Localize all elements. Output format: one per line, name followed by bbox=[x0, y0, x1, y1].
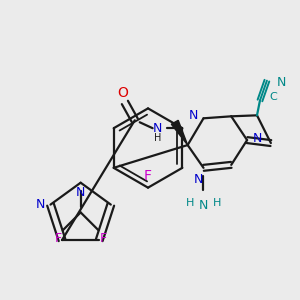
Text: N: N bbox=[194, 173, 203, 186]
Text: F: F bbox=[100, 232, 107, 245]
Text: H: H bbox=[213, 197, 222, 208]
Text: N: N bbox=[252, 132, 262, 145]
Text: H: H bbox=[154, 133, 161, 143]
Text: H: H bbox=[185, 197, 194, 208]
Text: F: F bbox=[54, 232, 61, 245]
Text: F: F bbox=[144, 169, 152, 183]
Text: C: C bbox=[269, 92, 277, 103]
Text: O: O bbox=[118, 85, 128, 100]
Text: N: N bbox=[153, 122, 162, 135]
Polygon shape bbox=[171, 120, 188, 145]
Text: N: N bbox=[36, 198, 45, 211]
Text: N: N bbox=[189, 109, 198, 122]
Text: N: N bbox=[277, 76, 286, 89]
Text: N: N bbox=[76, 186, 85, 199]
Text: N: N bbox=[199, 199, 208, 212]
